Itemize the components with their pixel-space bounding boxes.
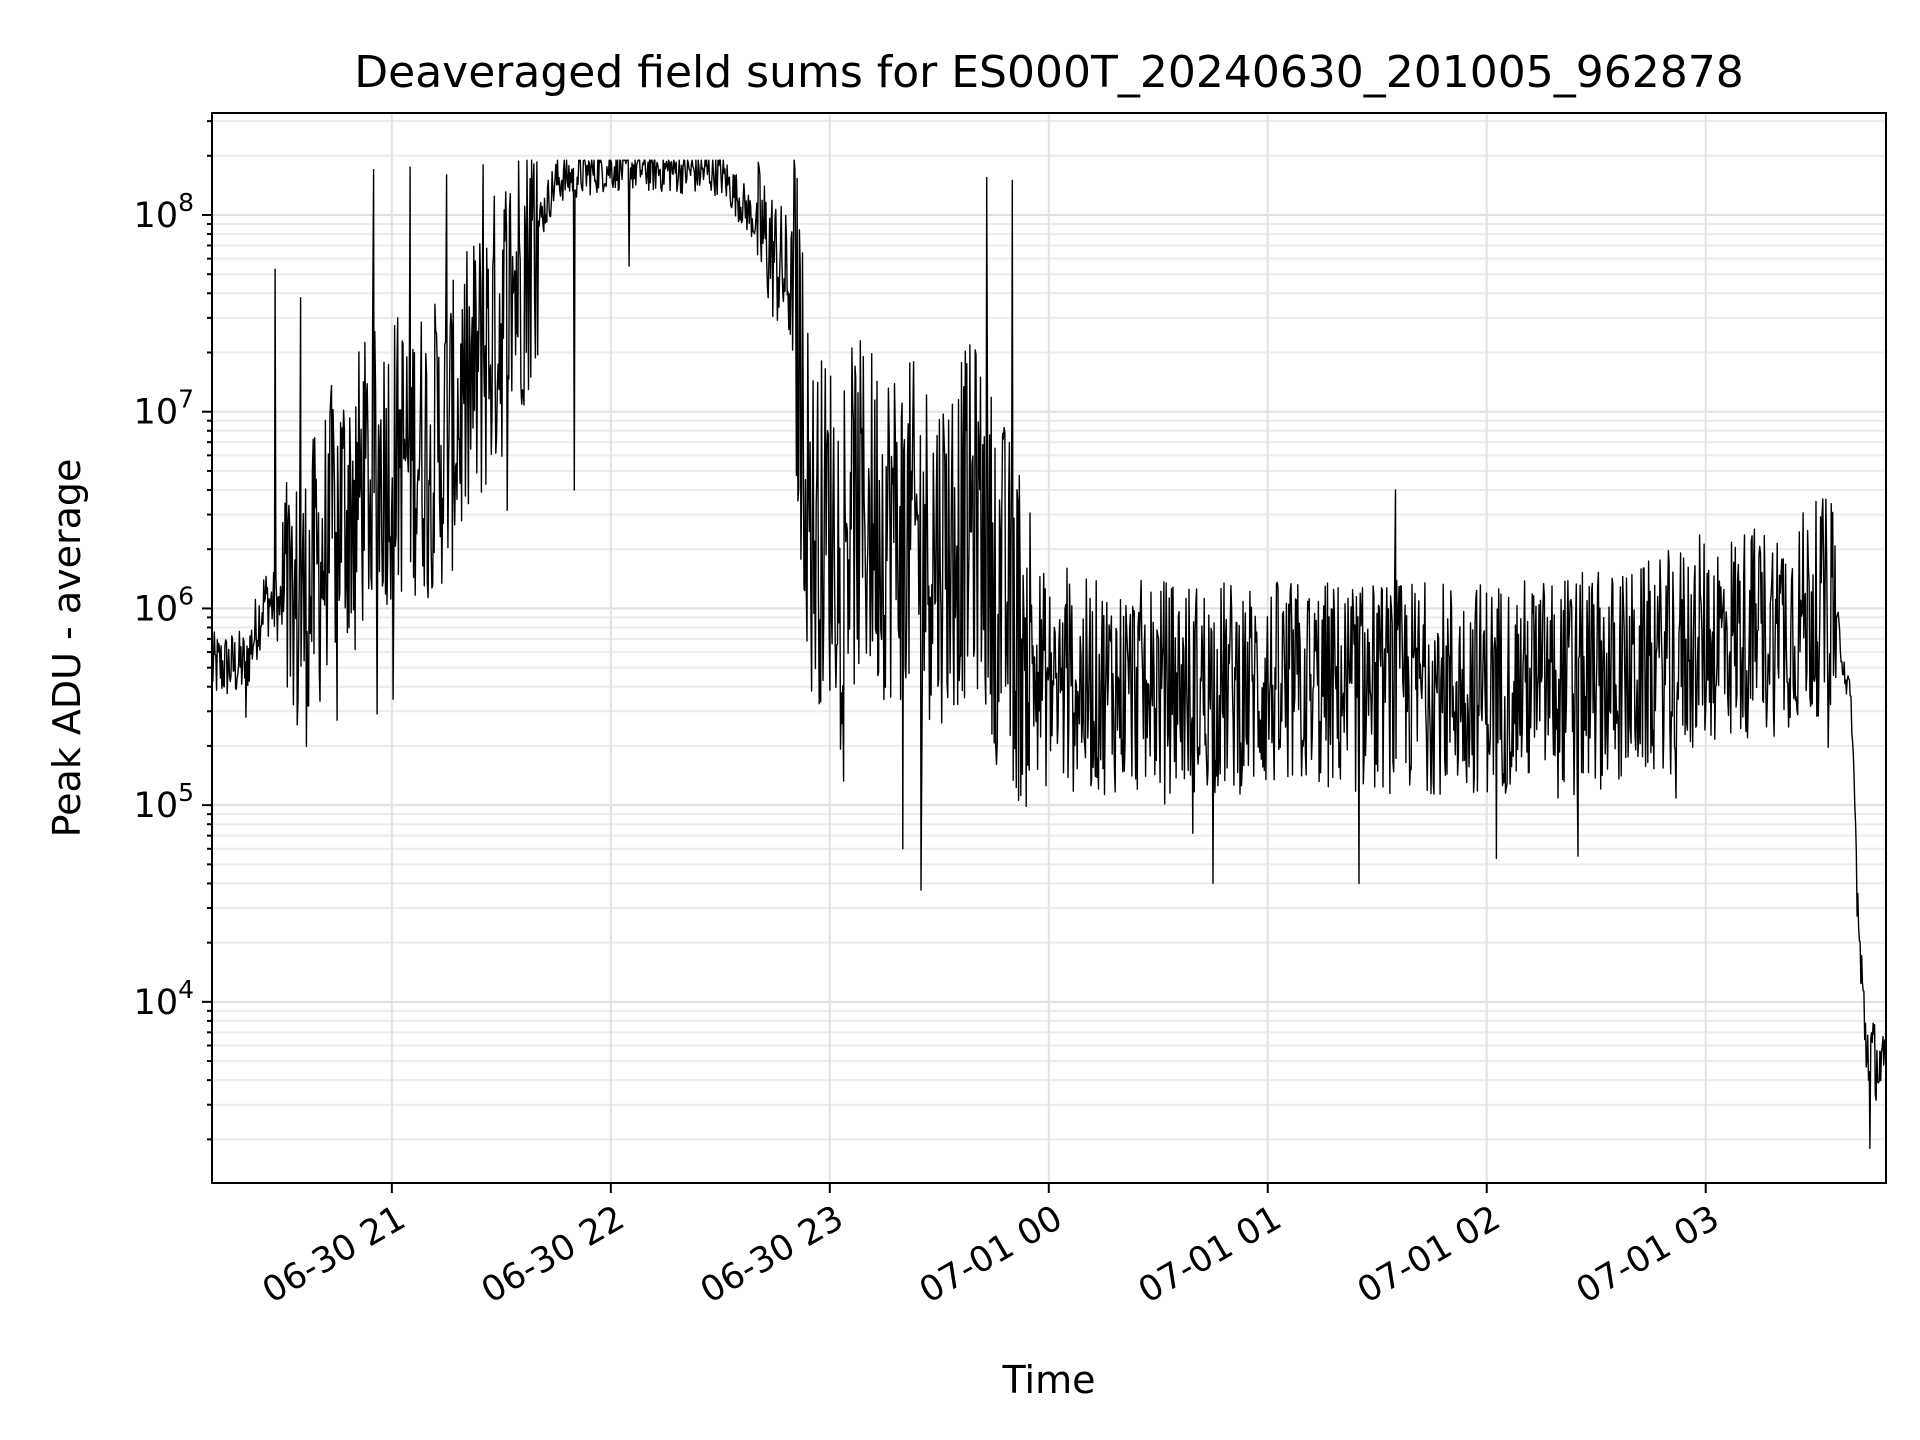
series-line xyxy=(211,159,1887,1150)
y-tick-label: 104 xyxy=(134,975,194,1023)
y-tick-base: 10 xyxy=(134,786,179,826)
y-tick-base: 10 xyxy=(134,983,179,1023)
y-axis-label: Peak ADU - average xyxy=(45,459,89,838)
x-axis-label: Time xyxy=(1002,1358,1096,1402)
y-tick-exponent: 7 xyxy=(178,385,194,414)
y-tick-exponent: 4 xyxy=(178,975,194,1004)
y-tick-base: 10 xyxy=(134,196,179,236)
y-tick-exponent: 5 xyxy=(178,778,194,807)
y-tick-exponent: 8 xyxy=(178,188,194,217)
y-tick-base: 10 xyxy=(134,393,179,433)
chart-title: Deaveraged field sums for ES000T_2024063… xyxy=(354,47,1743,98)
y-tick-label: 105 xyxy=(134,778,194,826)
series-group xyxy=(211,159,1887,1150)
y-tick-base: 10 xyxy=(134,589,179,629)
y-tick-exponent: 6 xyxy=(178,581,194,610)
y-tick-label: 107 xyxy=(134,385,194,433)
y-tick-label: 106 xyxy=(134,581,194,629)
y-tick-label: 108 xyxy=(134,188,194,236)
